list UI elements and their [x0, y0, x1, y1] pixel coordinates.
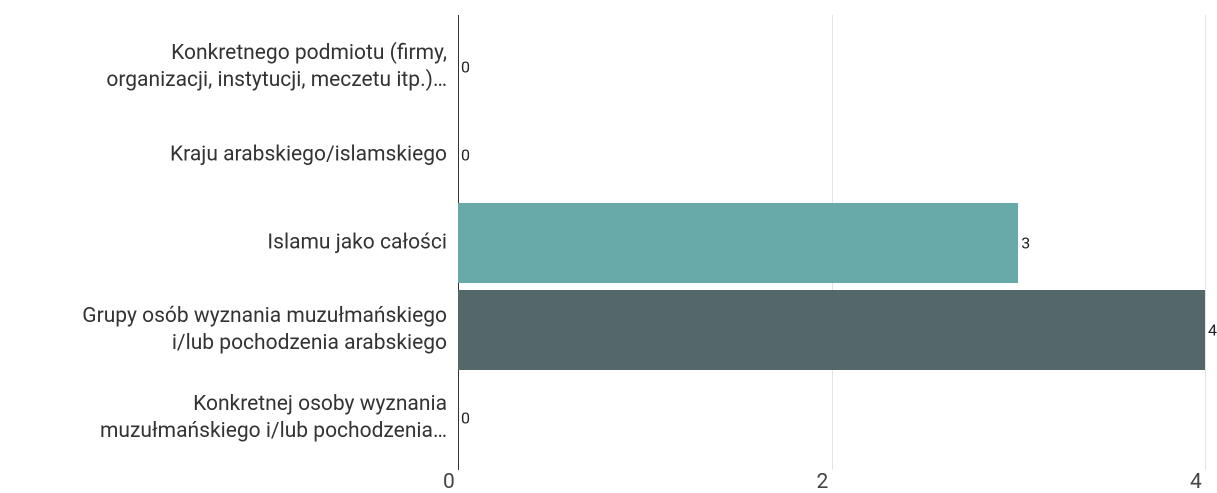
value-label: 0 [461, 145, 470, 165]
category-label: Kraju arabskiego/islamskiego [170, 142, 447, 167]
value-label: 4 [1208, 320, 1217, 340]
x-tick-label: 0 [443, 470, 455, 493]
bar [458, 290, 1205, 371]
bar [458, 202, 1019, 283]
grid-line [1205, 15, 1206, 470]
value-label: 0 [461, 408, 470, 428]
category-label: Islamu jako całości [267, 230, 447, 254]
value-label: 3 [1021, 233, 1031, 252]
category-label: Grupy osób wyznania muzułmańskiego i/lub… [82, 304, 447, 356]
value-label: 0 [461, 57, 470, 77]
category-label: Konkretnej osoby wyznania muzułmańskiego… [100, 392, 447, 444]
x-tick-label: 2 [816, 470, 829, 493]
category-label: Konkretnego podmiotu (firmy, organizacji… [106, 40, 447, 92]
x-tick-label: 4 [1190, 470, 1202, 493]
